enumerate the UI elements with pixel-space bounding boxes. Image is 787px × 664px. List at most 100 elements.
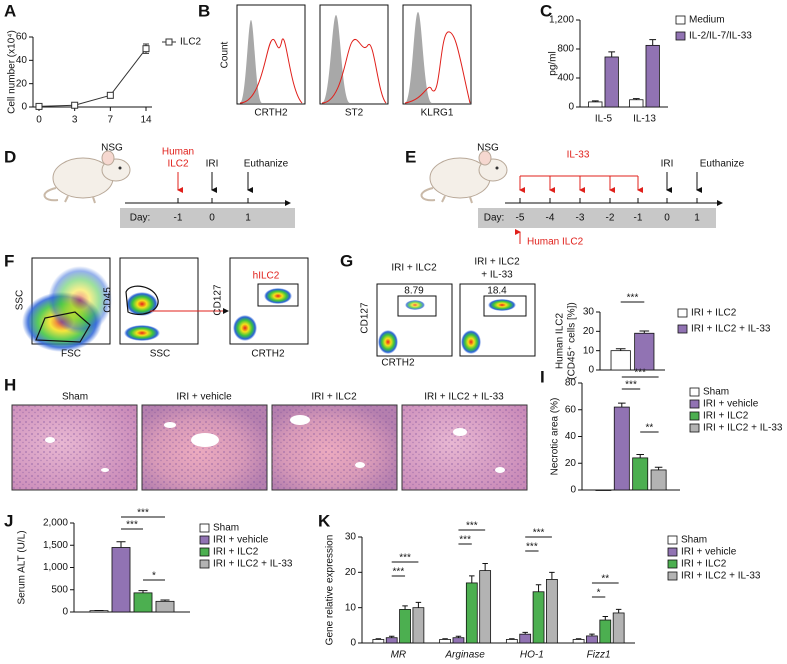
legend-swatch <box>667 547 678 557</box>
y-tick-label: 20 <box>565 458 577 469</box>
axis-label: ST2 <box>345 108 364 119</box>
y-tick-label: 400 <box>557 73 574 84</box>
y-axis-label: Serum ALT (U/L) <box>17 530 28 604</box>
bar <box>650 469 667 491</box>
legend-swatch <box>667 559 678 569</box>
legend-label: IRI + vehicle <box>213 535 269 546</box>
legend-label: IRI + vehicle <box>681 547 737 558</box>
day-label: Day: <box>484 213 505 224</box>
y-tick-label: 0 <box>21 102 27 113</box>
bar <box>519 633 532 644</box>
y-tick-label: 0 <box>588 365 594 376</box>
axis-label: CD127 <box>213 284 224 316</box>
panel-label: D <box>4 147 16 166</box>
y-tick-label: 30 <box>345 532 357 543</box>
bar <box>629 99 644 108</box>
bar <box>613 406 630 491</box>
mouse-label: NSG <box>101 143 123 154</box>
panel-label: C <box>540 1 552 20</box>
legend-label: IRI + ILC2 <box>691 308 737 319</box>
axis-label: Count <box>220 41 231 68</box>
y-tick-label: 20 <box>583 326 595 337</box>
y-axis-label: pg/ml <box>548 51 559 75</box>
legend-marker <box>165 38 173 46</box>
panel-label: H <box>4 375 16 394</box>
error-bar <box>535 584 542 592</box>
marker <box>106 91 114 99</box>
y-tick-label: 500 <box>51 584 68 595</box>
day: -2 <box>606 213 615 224</box>
panel-label: A <box>4 1 16 20</box>
error-bar <box>649 39 657 46</box>
axis-label: CRTH2 <box>381 358 415 369</box>
x-tick-label: Arginase <box>444 650 485 661</box>
significance-label: *** <box>137 508 149 519</box>
error-bar <box>549 571 555 580</box>
bar <box>155 600 175 613</box>
x-tick-label: MR <box>391 650 407 661</box>
y-tick-label: 0 <box>350 638 356 649</box>
significance-label: *** <box>533 528 545 539</box>
significance-label: * <box>597 588 601 599</box>
legend-label: IRI + ILC2 <box>213 547 259 558</box>
legend-label: IRI + ILC2 + IL-33 <box>703 423 783 434</box>
legend-label: Medium <box>689 15 725 26</box>
bar <box>439 639 451 644</box>
significance-label: * <box>152 571 156 582</box>
error-bar <box>482 563 488 571</box>
significance-label: *** <box>459 535 471 546</box>
day: -4 <box>546 213 555 224</box>
x-tick-label: HO-1 <box>520 650 544 661</box>
group-title: Sham <box>62 392 88 403</box>
axis-label: CRTH2 <box>254 108 288 119</box>
bar <box>632 457 649 491</box>
x-tick-label: Fizz1 <box>587 650 611 661</box>
bar <box>604 56 619 108</box>
day-label: Day: <box>130 213 151 224</box>
histogram-stain <box>239 38 303 104</box>
legend-swatch <box>199 535 210 545</box>
y-tick-label: 20 <box>16 78 28 89</box>
step-label: Euthanize <box>700 159 745 170</box>
panel-label: F <box>4 251 14 270</box>
marker <box>71 101 79 109</box>
significance-label: *** <box>393 567 405 578</box>
group-title: IRI + ILC2 + IL-33 <box>424 392 504 403</box>
bar <box>595 489 612 491</box>
step-label: IRI <box>206 159 219 170</box>
legend-label: Sham <box>213 523 239 534</box>
schematic-e: NSG IL-33 IRI Euthanize Day: -5 -4 -3 -2… <box>420 143 745 248</box>
y-tick-label: 1,500 <box>43 540 68 551</box>
y-tick-label: 40 <box>565 431 577 442</box>
significance-label: *** <box>399 553 411 564</box>
y-tick-label: 0 <box>62 607 68 618</box>
legend-label: IRI + ILC2 + IL-33 <box>681 571 761 582</box>
legend-swatch <box>675 31 686 41</box>
legend-swatch <box>667 535 678 545</box>
histogram-stain <box>321 39 387 104</box>
legend-swatch <box>689 387 700 397</box>
axis-label: SSC <box>15 290 26 311</box>
significance-label: ** <box>646 423 654 434</box>
error-bar <box>654 466 663 470</box>
panel-label: B <box>198 1 210 20</box>
group-title: IRI + vehicle <box>176 392 232 403</box>
mouse-label: NSG <box>477 143 499 154</box>
bar <box>479 570 492 644</box>
panel-label: K <box>318 511 331 530</box>
y-tick-label: 10 <box>345 602 357 613</box>
histology: Sham IRI + vehicle IRI + ILC2 IRI + ILC2… <box>11 392 528 491</box>
bar <box>452 637 465 644</box>
bar <box>372 639 385 644</box>
marker <box>35 102 43 110</box>
panel-label: G <box>340 251 353 270</box>
y-axis-label: Cell number (x10⁴) <box>7 30 18 114</box>
panel-label: E <box>405 147 416 166</box>
legend-swatch <box>667 571 678 581</box>
y-tick-label: 60 <box>16 32 28 43</box>
significance-label: *** <box>634 368 646 379</box>
error-bar <box>618 402 626 408</box>
legend-swatch <box>677 324 688 334</box>
histogram-control <box>322 15 350 103</box>
